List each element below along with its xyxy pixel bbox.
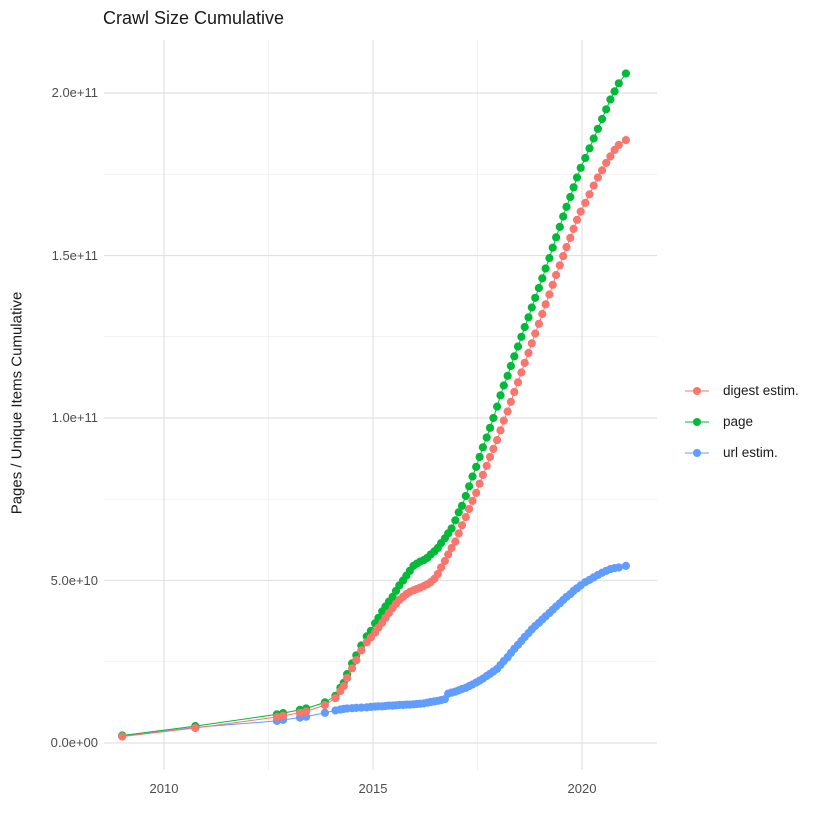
legend-label: url estim. xyxy=(723,445,778,460)
legend-label: digest estim. xyxy=(723,383,799,398)
y-tick-label: 1.5e+11 xyxy=(51,247,98,263)
y-tick-label: 1.0e+11 xyxy=(51,410,98,425)
x-tick-label: 2020 xyxy=(567,781,597,796)
legend-item-url-estim: url estim. xyxy=(683,437,799,468)
series-digest-estim xyxy=(118,136,631,741)
gridlines xyxy=(104,40,657,770)
x-tick-label: 2010 xyxy=(149,781,179,796)
y-tick-label: 2.0e+11 xyxy=(51,85,98,100)
legend-item-page: page xyxy=(683,406,799,437)
series-url-estim xyxy=(118,561,631,741)
legend-key-icon xyxy=(685,448,709,457)
legend-key-icon xyxy=(685,417,709,426)
legend: digest estim. page url estim. xyxy=(683,375,799,468)
chart-title: Crawl Size Cumulative xyxy=(103,8,285,28)
legend-item-digest-estim: digest estim. xyxy=(683,375,799,406)
x-tick-label: 2015 xyxy=(358,781,388,796)
y-tick-label: 5.0e+10 xyxy=(50,572,98,588)
legend-label: page xyxy=(723,414,754,429)
legend-key-icon xyxy=(685,386,709,395)
y-tick-label: 0.0e+00 xyxy=(50,735,98,750)
